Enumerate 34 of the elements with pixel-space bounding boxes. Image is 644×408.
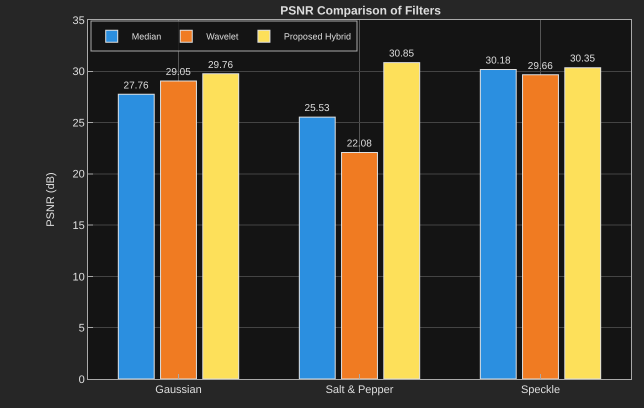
y-tick-label: 15 (72, 220, 85, 232)
bar (202, 73, 240, 379)
y-tick-label: 0 (78, 374, 85, 386)
y-tick-label: 30 (72, 66, 85, 78)
legend-label: Wavelet (206, 32, 239, 42)
legend-label: Median (132, 32, 162, 42)
y-tick-label: 25 (72, 117, 85, 130)
bar (480, 68, 517, 379)
data-label: 29.76 (208, 60, 234, 71)
y-tick-label: 20 (72, 168, 85, 181)
data-label: 30.85 (389, 48, 414, 60)
y-tick-label: 5 (78, 322, 85, 335)
bar (118, 94, 155, 379)
data-label: 29.05 (166, 67, 192, 78)
data-label: 30.18 (486, 55, 511, 66)
bar (383, 62, 420, 379)
data-label: 29.66 (528, 60, 554, 72)
data-label: 30.35 (570, 54, 596, 65)
bar (160, 80, 197, 379)
bar (298, 116, 336, 379)
y-axis-title: PSNR (dB) (45, 172, 58, 227)
x-tick-label: Salt & Pepper (326, 384, 394, 396)
data-label: 25.53 (304, 103, 330, 114)
data-label: 22.08 (346, 138, 372, 150)
y-tick-label: 10 (72, 271, 85, 284)
y-tick-label: 35 (72, 14, 85, 27)
x-tick-label: Speckle (520, 384, 560, 396)
chart-title: PSNR Comparison of Filters (280, 4, 442, 18)
legend-label: Proposed Hybrid (284, 32, 351, 42)
data-label: 27.76 (124, 80, 149, 92)
x-tick-label: Gaussian (155, 384, 202, 396)
bar (341, 152, 378, 379)
bar (564, 67, 602, 379)
bar (522, 74, 559, 379)
